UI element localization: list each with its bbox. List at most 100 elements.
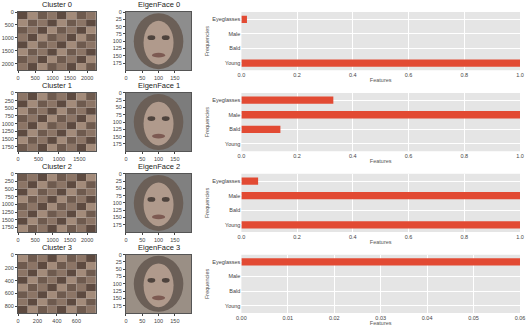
svg-text:Features: Features — [370, 77, 392, 83]
svg-text:0: 0 — [119, 9, 122, 15]
svg-text:75: 75 — [116, 273, 122, 279]
svg-text:75: 75 — [116, 31, 122, 37]
svg-text:150: 150 — [170, 237, 179, 243]
svg-text:0: 0 — [11, 252, 14, 258]
svg-text:EigenFace 2: EigenFace 2 — [138, 162, 180, 171]
svg-text:Male: Male — [228, 193, 240, 199]
svg-text:250: 250 — [5, 97, 14, 103]
svg-text:125: 125 — [113, 207, 122, 213]
svg-text:2000: 2000 — [2, 61, 14, 67]
svg-text:150: 150 — [113, 214, 122, 220]
svg-text:Eyeglasses: Eyeglasses — [212, 97, 240, 103]
svg-text:0: 0 — [11, 90, 14, 96]
svg-text:150: 150 — [113, 295, 122, 301]
svg-text:75: 75 — [116, 112, 122, 118]
svg-text:0: 0 — [124, 156, 127, 162]
svg-text:Male: Male — [228, 31, 240, 37]
svg-text:2000: 2000 — [81, 237, 93, 243]
svg-text:EigenFace 1: EigenFace 1 — [138, 81, 180, 90]
svg-text:Cluster 0: Cluster 0 — [42, 0, 72, 9]
svg-text:50: 50 — [139, 75, 145, 81]
svg-text:1500: 1500 — [64, 75, 76, 81]
svg-text:0.8: 0.8 — [460, 153, 468, 159]
svg-text:500: 500 — [31, 75, 40, 81]
svg-text:400: 400 — [52, 318, 61, 324]
svg-text:50: 50 — [139, 156, 145, 162]
svg-text:Frequencies: Frequencies — [204, 268, 210, 299]
svg-text:50: 50 — [139, 237, 145, 243]
svg-text:Cluster 1: Cluster 1 — [42, 81, 72, 90]
svg-text:0.6: 0.6 — [405, 234, 413, 240]
svg-text:Eyeglasses: Eyeglasses — [212, 259, 240, 265]
svg-text:25: 25 — [116, 97, 122, 103]
svg-text:100: 100 — [113, 281, 122, 287]
svg-text:1250: 1250 — [2, 209, 14, 215]
svg-text:0.2: 0.2 — [293, 234, 301, 240]
svg-text:0: 0 — [124, 318, 127, 324]
svg-text:500: 500 — [31, 237, 40, 243]
svg-text:100: 100 — [113, 119, 122, 125]
svg-text:Features: Features — [370, 321, 392, 327]
svg-text:0: 0 — [16, 75, 19, 81]
svg-text:EigenFace 3: EigenFace 3 — [138, 243, 180, 252]
svg-text:0: 0 — [124, 75, 127, 81]
svg-text:Male: Male — [228, 273, 240, 279]
svg-text:1750: 1750 — [2, 144, 14, 150]
svg-text:0.0: 0.0 — [238, 153, 246, 159]
svg-text:100: 100 — [154, 75, 163, 81]
svg-text:1000: 1000 — [46, 75, 58, 81]
svg-text:0.4: 0.4 — [349, 153, 357, 159]
svg-text:Features: Features — [370, 239, 392, 245]
svg-text:1250: 1250 — [2, 128, 14, 134]
svg-text:0.2: 0.2 — [293, 153, 301, 159]
svg-text:0.02: 0.02 — [329, 315, 340, 321]
svg-text:0.04: 0.04 — [422, 315, 433, 321]
svg-text:500: 500 — [5, 22, 14, 28]
svg-text:1000: 1000 — [2, 201, 14, 207]
svg-text:1500: 1500 — [64, 237, 76, 243]
svg-text:2000: 2000 — [81, 75, 93, 81]
svg-text:125: 125 — [113, 288, 122, 294]
svg-text:25: 25 — [116, 16, 122, 22]
svg-text:Features: Features — [370, 158, 392, 164]
svg-text:150: 150 — [170, 318, 179, 324]
svg-text:125: 125 — [113, 126, 122, 132]
svg-text:250: 250 — [5, 178, 14, 184]
svg-text:0.2: 0.2 — [293, 72, 301, 78]
svg-text:50: 50 — [116, 185, 122, 191]
svg-text:800: 800 — [5, 303, 14, 309]
svg-text:0.6: 0.6 — [405, 153, 413, 159]
svg-text:150: 150 — [113, 53, 122, 59]
svg-text:Frequencies: Frequencies — [204, 26, 210, 57]
svg-text:500: 500 — [5, 186, 14, 192]
svg-text:0.03: 0.03 — [375, 315, 386, 321]
svg-text:Bald: Bald — [229, 207, 240, 213]
svg-text:100: 100 — [113, 38, 122, 44]
svg-text:200: 200 — [5, 265, 14, 271]
svg-text:150: 150 — [170, 75, 179, 81]
svg-text:Young: Young — [225, 303, 240, 309]
svg-text:0.8: 0.8 — [460, 72, 468, 78]
svg-text:125: 125 — [113, 45, 122, 51]
svg-text:0: 0 — [16, 156, 19, 162]
svg-text:50: 50 — [116, 266, 122, 272]
svg-text:1000: 1000 — [2, 35, 14, 41]
svg-text:Frequencies: Frequencies — [204, 107, 210, 138]
svg-text:Young: Young — [225, 141, 240, 147]
svg-text:1.0: 1.0 — [516, 234, 524, 240]
svg-text:0: 0 — [11, 9, 14, 15]
svg-text:50: 50 — [139, 318, 145, 324]
svg-text:1000: 1000 — [46, 237, 58, 243]
svg-text:0.4: 0.4 — [349, 234, 357, 240]
svg-text:25: 25 — [116, 178, 122, 184]
svg-text:25: 25 — [116, 259, 122, 265]
svg-text:0: 0 — [119, 252, 122, 258]
svg-text:Male: Male — [228, 112, 240, 118]
svg-text:1500: 1500 — [2, 48, 14, 54]
svg-text:50: 50 — [116, 24, 122, 30]
svg-text:0.05: 0.05 — [468, 315, 479, 321]
svg-text:100: 100 — [154, 318, 163, 324]
svg-text:0.6: 0.6 — [405, 72, 413, 78]
svg-text:Bald: Bald — [229, 126, 240, 132]
svg-text:100: 100 — [154, 237, 163, 243]
